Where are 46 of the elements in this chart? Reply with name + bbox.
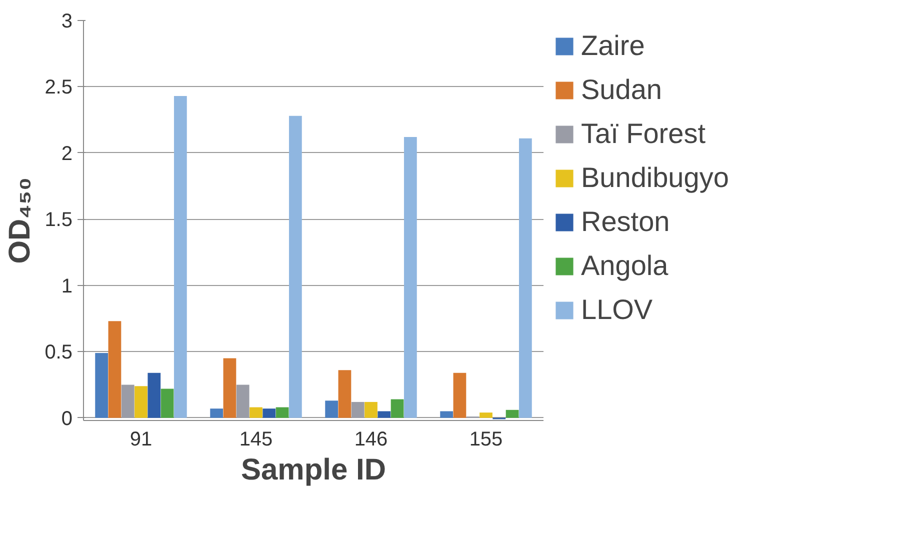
bar (440, 411, 454, 418)
bar (148, 372, 161, 418)
y-tick-label: 0.5 (44, 342, 73, 364)
x-tick-label: 146 (354, 428, 388, 450)
bar (121, 384, 134, 418)
bar (262, 408, 276, 418)
y-tick-label: 2 (61, 142, 72, 165)
bar (338, 370, 352, 418)
legend-label: Bundibugyo (581, 162, 729, 194)
legend-label: Zaire (581, 30, 645, 62)
y-tick-label: 1.5 (44, 209, 73, 232)
legend-label: Angola (581, 250, 668, 282)
y-tick-label: 1 (61, 275, 72, 298)
y-tick-label: 3 (61, 10, 72, 32)
bar (250, 407, 262, 418)
legend-label: Taï Forest (581, 118, 706, 150)
bar (223, 358, 236, 418)
bar (325, 400, 338, 418)
bar (134, 386, 148, 418)
x-axis-title: Sample ID (240, 454, 386, 486)
bar (236, 384, 250, 418)
y-tick-label: 0 (61, 408, 72, 430)
bar (518, 138, 532, 418)
bar (364, 402, 378, 418)
bar (276, 407, 289, 418)
bar (174, 96, 187, 418)
legend-label: LLOV (581, 294, 653, 326)
bar (95, 352, 108, 418)
bar (453, 372, 466, 418)
x-tick-label: 155 (469, 428, 503, 450)
bar (506, 410, 519, 418)
bar (108, 321, 122, 418)
x-tick-label: 145 (239, 428, 273, 450)
bar (351, 402, 364, 418)
x-tick-label: 91 (130, 428, 152, 450)
legend-label: Sudan (581, 74, 662, 106)
y-tick-label: 2.5 (44, 76, 73, 99)
bar (480, 412, 492, 418)
y-axis-title: OD₄₅₀ (4, 177, 37, 264)
legend-label: Reston (581, 206, 670, 238)
bar (160, 388, 174, 418)
bar (404, 137, 417, 418)
bar (210, 408, 224, 418)
bar (288, 116, 302, 418)
bar (390, 399, 404, 418)
bar (378, 411, 391, 418)
